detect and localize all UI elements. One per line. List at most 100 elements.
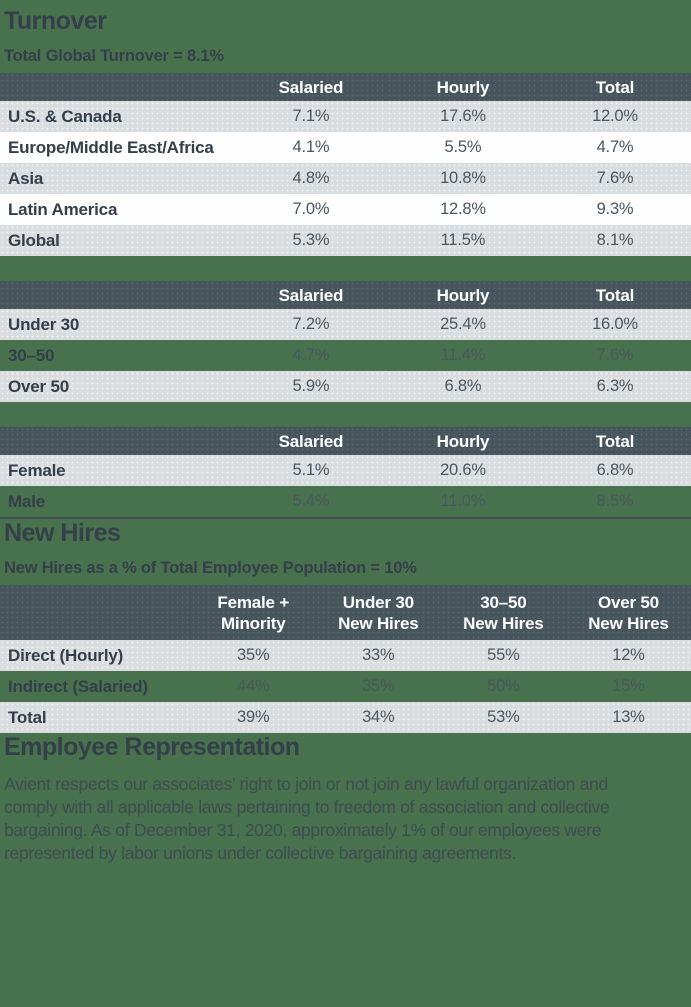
cell-value: 25.4% <box>386 309 539 340</box>
cell-value: 53% <box>440 702 566 733</box>
column-header-female-minority: Female + Minority <box>190 585 316 640</box>
cell-value: 5.5% <box>386 132 539 163</box>
row-label: Female <box>0 455 235 486</box>
cell-value: 50% <box>487 677 520 695</box>
row-label: Asia <box>0 163 235 194</box>
row-label: Under 30 <box>0 309 235 340</box>
cell-value: 5.1% <box>234 455 387 486</box>
row-label: Over 50 <box>0 371 235 402</box>
cell-value: 7.1% <box>234 101 387 132</box>
column-header-salaried: Salaried <box>234 427 387 455</box>
cell-value: 8.5% <box>596 492 634 510</box>
table-row: Over 50 5.9% 6.8% 6.3% <box>0 371 691 402</box>
turnover-by-region-table: Salaried Hourly Total U.S. & Canada 7.1%… <box>0 73 691 256</box>
cell-value: 5.9% <box>234 371 387 402</box>
table-header-row: Salaried Hourly Total <box>0 281 691 309</box>
cell-value: 34% <box>315 702 441 733</box>
cell-value: 17.6% <box>386 101 539 132</box>
column-header-salaried: Salaried <box>234 73 387 101</box>
column-header-under-30: Under 30 New Hires <box>315 585 441 640</box>
employee-representation-section-title: Employee Representation <box>4 733 300 761</box>
cell-value: 33% <box>315 640 441 671</box>
empty-header-cell <box>0 281 235 309</box>
cell-value: 4.8% <box>234 163 387 194</box>
row-label: Direct (Hourly) <box>0 640 191 671</box>
column-header-hourly: Hourly <box>386 73 539 101</box>
turnover-section-title: Turnover <box>4 7 107 35</box>
cell-value: 7.2% <box>234 309 387 340</box>
empty-header-cell <box>0 585 191 640</box>
employee-representation-body: Avient respects our associates’ right to… <box>4 774 610 863</box>
cell-value: 13% <box>565 702 691 733</box>
column-header-30-50: 30–50 New Hires <box>440 585 566 640</box>
cell-value: 12% <box>565 640 691 671</box>
cell-value: 5.4% <box>292 492 330 510</box>
table-row: Indirect (Salaried) 44% 35% 50% 15% <box>0 671 691 702</box>
table-row: Asia 4.8% 10.8% 7.6% <box>0 163 691 194</box>
cell-value: 8.1% <box>538 225 691 256</box>
turnover-by-age-table: Salaried Hourly Total Under 30 7.2% 25.4… <box>0 281 691 402</box>
cell-value: 15% <box>612 677 645 695</box>
cell-value: 35% <box>190 640 316 671</box>
turnover-subtitle: Total Global Turnover = 8.1% <box>4 47 224 65</box>
row-label: Male <box>8 491 45 511</box>
cell-value: 39% <box>190 702 316 733</box>
column-header-total: Total <box>538 281 691 309</box>
cell-value: 6.8% <box>386 371 539 402</box>
cell-value: 5.3% <box>234 225 387 256</box>
row-label: Europe/Middle East/Africa <box>0 132 235 163</box>
table-row: 30–50 4.7% 11.4% 7.6% <box>0 340 691 371</box>
column-header-hourly: Hourly <box>386 281 539 309</box>
cell-value: 44% <box>237 677 270 695</box>
turnover-by-gender-table: Salaried Hourly Total Female 5.1% 20.6% … <box>0 427 691 519</box>
row-label: Global <box>0 225 235 256</box>
column-header-total: Total <box>538 427 691 455</box>
cell-value: 35% <box>362 677 395 695</box>
cell-value: 7.6% <box>538 163 691 194</box>
empty-header-cell <box>0 427 235 455</box>
row-label: U.S. & Canada <box>0 101 235 132</box>
column-header-total: Total <box>538 73 691 101</box>
cell-value: 11.0% <box>440 492 486 510</box>
new-hires-subtitle: New Hires as a % of Total Employee Popul… <box>4 559 417 577</box>
table-row: Male 5.4% 11.0% 8.5% <box>0 486 691 518</box>
row-label: Indirect (Salaried) <box>8 676 148 696</box>
table-row: Female 5.1% 20.6% 6.8% <box>0 455 691 486</box>
table-row: Europe/Middle East/Africa 4.1% 5.5% 4.7% <box>0 132 691 163</box>
cell-value: 4.7% <box>292 346 330 364</box>
column-header-over-50: Over 50 New Hires <box>565 585 691 640</box>
cell-value: 11.5% <box>386 225 539 256</box>
cell-value: 6.3% <box>538 371 691 402</box>
cell-value: 12.0% <box>538 101 691 132</box>
cell-value: 20.6% <box>386 455 539 486</box>
new-hires-section-title: New Hires <box>4 519 121 547</box>
table-header-row: Salaried Hourly Total <box>0 73 691 101</box>
cell-value: 9.3% <box>538 194 691 225</box>
cell-value: 6.8% <box>538 455 691 486</box>
row-label: Latin America <box>0 194 235 225</box>
table-row: Under 30 7.2% 25.4% 16.0% <box>0 309 691 340</box>
cell-value: 12.8% <box>386 194 539 225</box>
column-header-salaried: Salaried <box>234 281 387 309</box>
table-row: Global 5.3% 11.5% 8.1% <box>0 225 691 256</box>
cell-value: 4.1% <box>234 132 387 163</box>
row-label: 30–50 <box>8 345 55 365</box>
cell-value: 7.6% <box>596 346 634 364</box>
table-row: U.S. & Canada 7.1% 17.6% 12.0% <box>0 101 691 132</box>
table-row: Direct (Hourly) 35% 33% 55% 12% <box>0 640 691 671</box>
table-header-row: Female + Minority Under 30 New Hires 30–… <box>0 585 691 640</box>
cell-value: 16.0% <box>538 309 691 340</box>
row-label: Total <box>0 702 191 733</box>
table-row: Latin America 7.0% 12.8% 9.3% <box>0 194 691 225</box>
cell-value: 55% <box>440 640 566 671</box>
cell-value: 10.8% <box>386 163 539 194</box>
empty-header-cell <box>0 73 235 101</box>
cell-value: 11.4% <box>440 346 486 364</box>
new-hires-table: Female + Minority Under 30 New Hires 30–… <box>0 585 691 733</box>
table-row: Total 39% 34% 53% 13% <box>0 702 691 733</box>
cell-value: 7.0% <box>234 194 387 225</box>
cell-value: 4.7% <box>538 132 691 163</box>
column-header-hourly: Hourly <box>386 427 539 455</box>
table-header-row: Salaried Hourly Total <box>0 427 691 455</box>
